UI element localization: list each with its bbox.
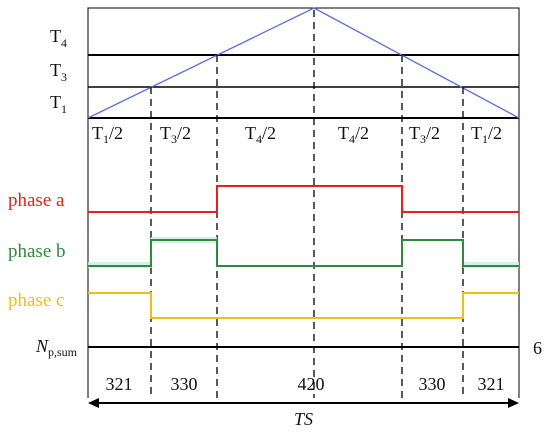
carrier-frame <box>87 7 520 119</box>
phase-c-waveform <box>88 292 519 319</box>
npsum-value: 6 <box>533 338 542 358</box>
state-label: 330 <box>419 374 446 394</box>
phase-c-label: phase c <box>8 290 64 311</box>
t4-label: T4 <box>50 26 67 50</box>
t1-label: T1 <box>50 92 67 116</box>
state-label: 321 <box>478 374 505 394</box>
interval-label: T1/2 <box>92 123 123 146</box>
interval-label: T3/2 <box>409 123 440 146</box>
phase-b-label: phase b <box>8 241 66 262</box>
interval-label: T4/2 <box>245 123 276 146</box>
phase-a-label: phase a <box>8 190 65 211</box>
state-label: 330 <box>171 374 198 394</box>
arrow-right-icon <box>508 398 519 408</box>
state-label: 420 <box>298 374 325 394</box>
interval-label: T3/2 <box>160 123 191 146</box>
arrow-left-icon <box>88 398 99 408</box>
npsum-label: Np,sum <box>35 336 78 359</box>
triangle-carrier <box>87 7 520 119</box>
interval-labels: T1/2 T3/2 T4/2 T4/2 T3/2 T1/2 <box>92 123 502 146</box>
phase-b-waveform <box>88 239 519 267</box>
switching-instant-lines <box>150 10 464 398</box>
phase-a-waveform <box>88 185 519 213</box>
state-label: 321 <box>106 374 133 394</box>
interval-label: T1/2 <box>471 123 502 146</box>
t3-label: T3 <box>50 60 67 84</box>
period-label: TS <box>294 409 313 429</box>
interval-label: T4/2 <box>338 123 369 146</box>
